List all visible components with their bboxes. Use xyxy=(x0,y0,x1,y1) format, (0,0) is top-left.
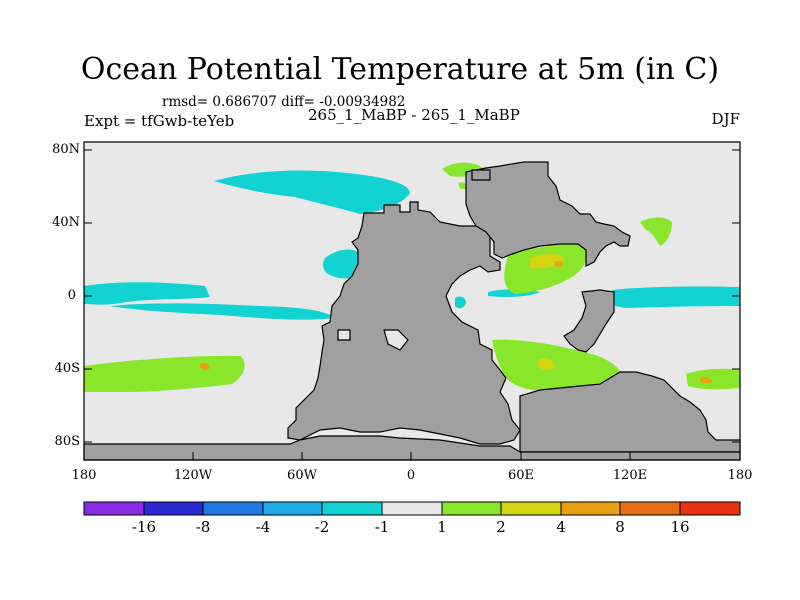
orange-core-south-atlantic xyxy=(200,363,210,370)
x-tick-label: 180 xyxy=(71,468,97,483)
land-island-andes xyxy=(383,329,409,351)
x-tick-label: 60E xyxy=(507,468,535,483)
x-tick-label: 180 xyxy=(727,468,753,483)
land-island-pacific xyxy=(337,329,351,341)
colorbar-label: 8 xyxy=(615,518,625,536)
y-tick-label: 80S xyxy=(54,434,80,449)
y-axis xyxy=(84,149,740,443)
colorbar-cell xyxy=(83,501,145,516)
land-eurasia xyxy=(465,161,631,267)
colorbar-cell xyxy=(262,501,323,516)
land-island-arctic xyxy=(471,169,491,181)
yellow-core-southern-indian xyxy=(538,358,555,371)
colorbar-label: -4 xyxy=(255,518,271,536)
orange-core-indian xyxy=(555,261,564,268)
green-region-south-atlantic-east xyxy=(686,368,740,390)
colorbar-cell xyxy=(679,501,741,516)
colorbar-cell xyxy=(619,501,681,516)
colorbar-cell xyxy=(500,501,562,516)
cyan-region-americas-west xyxy=(323,249,360,279)
y-tick-label: 80N xyxy=(52,142,80,157)
colorbar-label: -1 xyxy=(374,518,390,536)
y-tick-label: 0 xyxy=(67,288,76,303)
land-central-continent xyxy=(287,201,521,445)
cyan-region-pacific-south xyxy=(110,303,335,320)
green-region-north-pacific xyxy=(640,217,672,246)
colorbar-label: -2 xyxy=(314,518,330,536)
x-tick-label: 120W xyxy=(173,468,213,483)
colorbar-label: 16 xyxy=(670,518,690,536)
x-tick-label: 0 xyxy=(406,468,416,483)
cyan-region-north-pacific xyxy=(214,170,410,214)
experiment-label: Expt = tfGwb-teYeb xyxy=(84,112,235,130)
x-tick-label: 60W xyxy=(287,468,317,483)
colorbar-cell xyxy=(560,501,621,516)
land-southern-block xyxy=(519,371,741,453)
cyan-anomalies xyxy=(84,170,740,320)
cyan-region-east-pacific xyxy=(84,282,210,305)
y-tick-label: 40S xyxy=(54,361,80,376)
colorbar-cell xyxy=(143,501,204,516)
colorbar-label: 4 xyxy=(556,518,566,536)
cyan-region-east-africa xyxy=(455,296,466,309)
colorbar-cell xyxy=(202,501,264,516)
season-label: DJF xyxy=(711,110,740,128)
green-region-arctic-small xyxy=(458,182,467,189)
colorbar-label: -8 xyxy=(195,518,211,536)
stats-label: rmsd= 0.686707 diff= -0.00934982 xyxy=(162,94,406,110)
colorbar-cell xyxy=(441,501,502,516)
land-australia-region xyxy=(563,289,615,353)
colorbar-label: -16 xyxy=(131,518,157,536)
green-region-arabian-sea xyxy=(504,243,588,294)
colorbar-label: 1 xyxy=(437,518,447,536)
colorbar-cell xyxy=(381,501,443,516)
colorbar xyxy=(83,501,741,516)
cyan-region-west-pacific xyxy=(612,286,740,308)
x-tick-label: 120E xyxy=(612,468,648,483)
y-tick-label: 40N xyxy=(52,215,80,230)
plot-title: Ocean Potential Temperature at 5m (in C) xyxy=(80,52,720,87)
plot-frame xyxy=(83,141,741,461)
colorbar-label: 2 xyxy=(496,518,506,536)
warm-anomaly-cores xyxy=(200,253,712,416)
orange-core-east xyxy=(700,377,712,384)
x-axis xyxy=(83,452,741,460)
case-label: 265_1_MaBP - 265_1_MaBP xyxy=(308,106,520,124)
green-region-southern-indian xyxy=(492,339,621,391)
colorbar-cell xyxy=(321,501,383,516)
land-masses xyxy=(83,161,741,461)
